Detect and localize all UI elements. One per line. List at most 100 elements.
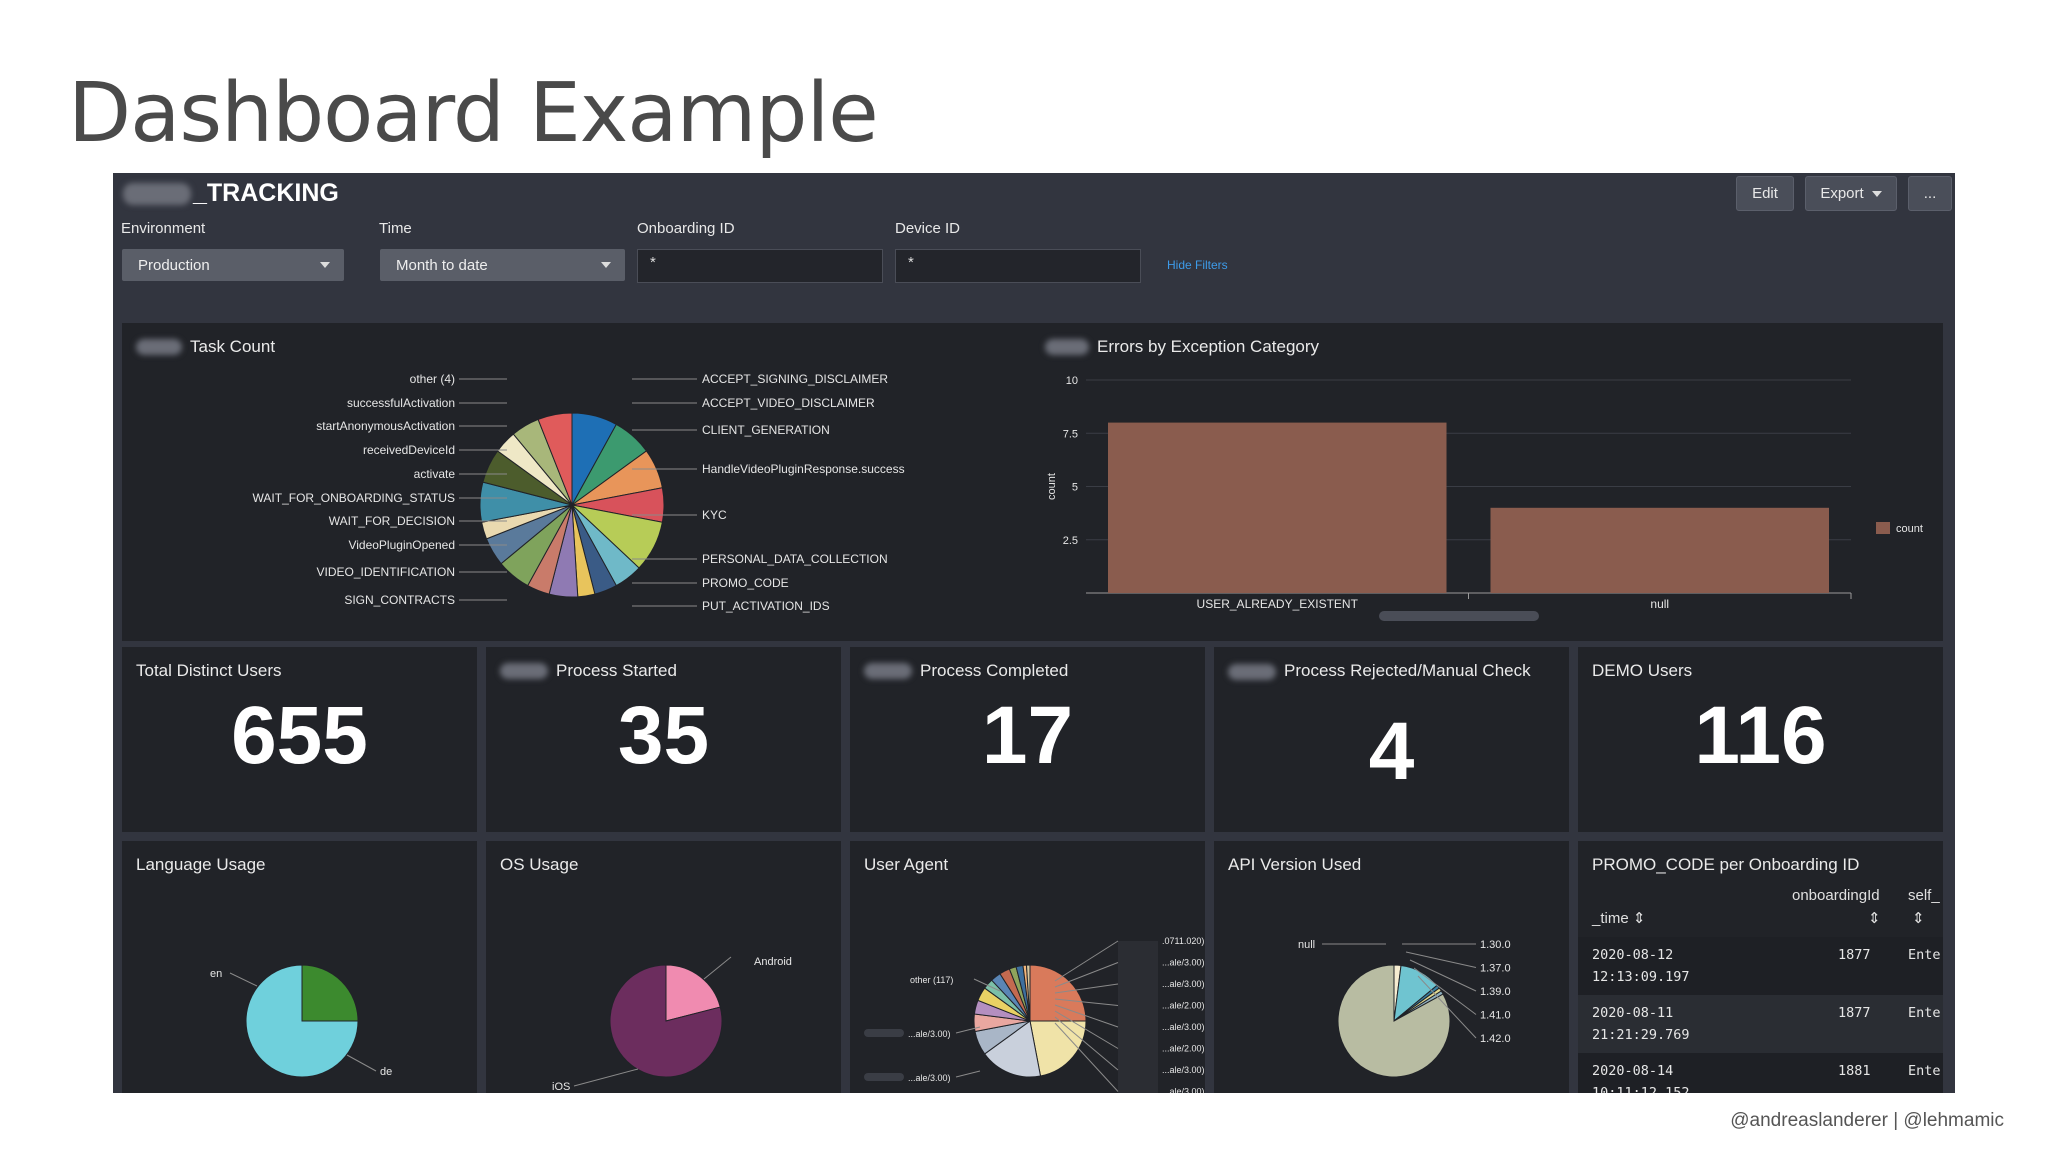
- table-cell-time: 2020-08-14: [1592, 1063, 1674, 1079]
- redacted-blur: [1045, 339, 1089, 355]
- os-pie-chart: Android iOS: [552, 956, 792, 1093]
- slice-label: 1.30.0: [1480, 939, 1511, 951]
- leader-line: [1054, 998, 1119, 1006]
- leader-line: [1054, 1016, 1119, 1071]
- table-cell-self: Ente: [1908, 947, 1941, 963]
- sort-icon[interactable]: ⇕: [1632, 910, 1646, 927]
- leader-line: [573, 1068, 639, 1087]
- sort-icon[interactable]: ⇕: [1912, 910, 1925, 927]
- os-slice: [609, 964, 723, 1078]
- errors-bar-chart: 2.5 5 7.5 10 count USER_ALREADY_EXISTENT null c…: [1046, 375, 1923, 621]
- device-id-input[interactable]: *: [895, 249, 1141, 283]
- user-agent-slice: [983, 1020, 1042, 1078]
- slice-label: 1.39.0: [1480, 986, 1511, 998]
- chevron-down-icon: [320, 262, 330, 268]
- slice-label: PERSONAL_DATA_COLLECTION: [702, 552, 888, 566]
- legend-swatch: [1876, 522, 1890, 534]
- slice-label: PROMO_CODE: [702, 576, 789, 590]
- slice-label: iOS: [552, 1081, 570, 1093]
- dashboard-title-text: _TRACKING: [193, 179, 339, 207]
- task-count-pie-chart: other (4) successfulActivation startAnonym…: [253, 372, 905, 613]
- slice-label: de: [380, 1066, 392, 1078]
- slice-label: ...ale/3.00): [1162, 958, 1205, 968]
- slice-label: en: [210, 968, 222, 980]
- slice-label: .0711.020): [1162, 936, 1204, 946]
- slice-label: ...ale/3.00): [1162, 1065, 1205, 1075]
- table-cell-id: 1881: [1838, 1063, 1871, 1079]
- redacted-blur: [500, 663, 548, 679]
- slice-label: ...ale/3.00): [1162, 1022, 1205, 1032]
- stat-value: 655: [231, 690, 368, 781]
- column-header-time[interactable]: _time ⇕: [1592, 910, 1646, 927]
- sort-icon[interactable]: ⇕: [1868, 910, 1881, 927]
- leader-line: [1054, 1022, 1119, 1092]
- redacted-blur: [864, 663, 912, 679]
- table-row[interactable]: 2020-08-11 21:21:29.769 1877 Ente: [1578, 995, 1943, 1053]
- table-cell-self: Ente: [1908, 1005, 1941, 1021]
- slice-label: VIDEO_IDENTIFICATION: [317, 565, 455, 579]
- splunk-dashboard: _TRACKING Edit Export ... Environment Pr…: [113, 173, 1955, 1093]
- table-cell-time: 21:21:29.769: [1592, 1027, 1690, 1043]
- errors-title: Errors by Exception Category: [1045, 337, 1319, 357]
- redacted-blur: [136, 339, 182, 355]
- redacted-blur: [1118, 941, 1158, 1093]
- slice-label: HandleVideoPluginResponse.success: [702, 462, 905, 476]
- export-button[interactable]: Export: [1805, 176, 1897, 211]
- user-agent-title: User Agent: [864, 855, 949, 874]
- api-version-pie-chart: null 1.30.0 1.37.0 1.39.0 1.41.0 1.42.0: [1298, 939, 1511, 1078]
- redacted-blur: [1228, 663, 1276, 680]
- time-label: Time: [379, 220, 412, 237]
- leader-line: [1405, 951, 1477, 968]
- y-axis-label: count: [1046, 473, 1058, 500]
- leader-line: [973, 978, 1001, 992]
- stat-value: 116: [1694, 690, 1827, 781]
- onboarding-id-input[interactable]: *: [637, 249, 883, 283]
- os-usage-panel: OS Usage Android iOS: [486, 841, 841, 1093]
- stat-panel-process-rejected: Process Rejected/Manual Check 4: [1214, 647, 1569, 832]
- table-row[interactable]: 2020-08-12 12:13:09.197 1877 Ente: [1578, 937, 1943, 995]
- task-count-title: Task Count: [136, 337, 275, 357]
- stat-panel-process-started: Process Started 35: [486, 647, 841, 832]
- leader-line: [1417, 975, 1477, 1039]
- leader-line: [346, 1054, 377, 1072]
- slice-label: successfulActivation: [347, 396, 455, 410]
- stat-value: 4: [1368, 706, 1415, 797]
- language-usage-panel: Language Usage en de: [122, 841, 477, 1093]
- language-pie-chart: en de: [210, 964, 392, 1078]
- slice-label: 1.42.0: [1480, 1033, 1511, 1045]
- slice-label: ...ale/2.00): [1162, 1001, 1205, 1011]
- environment-dropdown[interactable]: Production: [122, 249, 344, 281]
- stat-label: Process Completed: [864, 661, 1068, 681]
- leader-line: [1054, 1004, 1119, 1028]
- slice-label: 1.37.0: [1480, 963, 1511, 975]
- api-version-title: API Version Used: [1228, 855, 1362, 874]
- redacted-blur: [123, 182, 191, 205]
- redacted-blur: [864, 1029, 904, 1037]
- api-version-slice: [1337, 964, 1451, 1078]
- hide-filters-link[interactable]: Hide Filters: [1167, 258, 1228, 272]
- user-agent-slice: [1029, 1020, 1087, 1077]
- stat-label: Total Distinct Users: [136, 661, 282, 680]
- column-header-onboardingid[interactable]: onboardingId: [1792, 887, 1880, 904]
- table-cell-time: 10:11:12.152: [1592, 1085, 1690, 1093]
- stat-label: Process Rejected/Manual Check: [1228, 661, 1538, 680]
- column-header-self[interactable]: self_: [1908, 887, 1940, 904]
- stat-panel-process-completed: Process Completed 17: [850, 647, 1205, 832]
- x-tick-label: USER_ALREADY_EXISTENT: [1197, 597, 1359, 611]
- onboarding-id-label: Onboarding ID: [637, 220, 735, 237]
- more-button[interactable]: ...: [1908, 176, 1952, 211]
- leader-line: [1054, 983, 1119, 994]
- table-cell-id: 1877: [1838, 947, 1871, 963]
- errors-title-text: Errors by Exception Category: [1097, 337, 1320, 356]
- leader-line: [703, 956, 732, 980]
- time-dropdown[interactable]: Month to date: [380, 249, 625, 281]
- bar: [1490, 507, 1829, 593]
- slice-label: startAnonymousActivation: [316, 419, 455, 433]
- slice-label: ...ale/3.00): [1162, 979, 1205, 989]
- edit-button[interactable]: Edit: [1736, 176, 1794, 211]
- stat-value: 35: [617, 690, 710, 781]
- table-cell-time: 2020-08-11: [1592, 1005, 1674, 1021]
- dashboard-title: _TRACKING: [123, 179, 339, 208]
- table-row[interactable]: 2020-08-14 10:11:12.152 1881 Ente: [1578, 1053, 1943, 1093]
- device-id-label: Device ID: [895, 220, 961, 237]
